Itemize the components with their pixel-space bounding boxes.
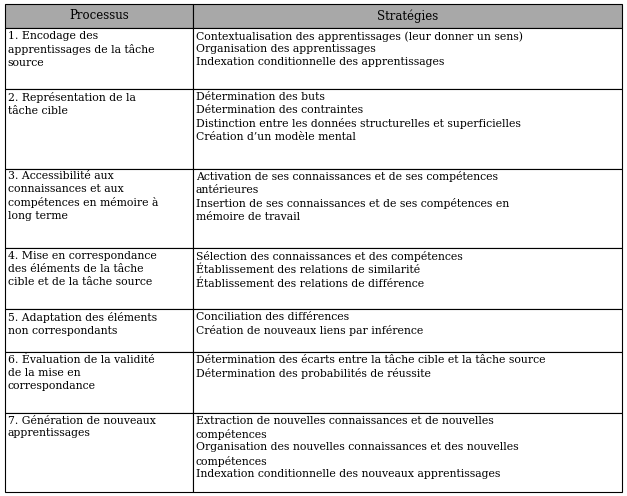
Text: Contextualisation des apprentissages (leur donner un sens)
Organisation des appr: Contextualisation des apprentissages (le… bbox=[196, 31, 523, 67]
Bar bbox=[193, 413, 622, 492]
Bar bbox=[5, 309, 193, 352]
Text: 4. Mise en correspondance
des éléments de la tâche
cible et de la tâche source: 4. Mise en correspondance des éléments d… bbox=[8, 251, 156, 287]
Bar bbox=[193, 352, 622, 413]
Text: 6. Évaluation de la validité
de la mise en
correspondance: 6. Évaluation de la validité de la mise … bbox=[8, 355, 154, 391]
Bar bbox=[193, 309, 622, 352]
Text: Activation de ses connaissances et de ses compétences
antérieures
Insertion de s: Activation de ses connaissances et de se… bbox=[196, 172, 509, 222]
Text: 1. Encodage des
apprentissages de la tâche
source: 1. Encodage des apprentissages de la tâc… bbox=[8, 31, 154, 68]
Bar bbox=[193, 248, 622, 309]
Bar bbox=[5, 352, 193, 413]
Bar bbox=[193, 89, 622, 169]
Bar bbox=[193, 169, 622, 248]
Bar bbox=[5, 169, 193, 248]
Bar bbox=[193, 28, 622, 89]
Bar bbox=[5, 4, 193, 28]
Bar bbox=[5, 413, 193, 492]
Text: 5. Adaptation des éléments
non correspondants: 5. Adaptation des éléments non correspon… bbox=[8, 312, 157, 336]
Bar bbox=[5, 248, 193, 309]
Text: Sélection des connaissances et des compétences
Établissement des relations de si: Sélection des connaissances et des compé… bbox=[196, 251, 463, 289]
Text: Conciliation des différences
Création de nouveaux liens par inférence: Conciliation des différences Création de… bbox=[196, 312, 423, 336]
Bar bbox=[193, 4, 622, 28]
Text: Processus: Processus bbox=[69, 9, 129, 22]
Text: 2. Représentation de la
tâche cible: 2. Représentation de la tâche cible bbox=[8, 92, 135, 116]
Text: 3. Accessibilité aux
connaissances et aux
compétences en mémoire à
long terme: 3. Accessibilité aux connaissances et au… bbox=[8, 172, 158, 221]
Text: Extraction de nouvelles connaissances et de nouvelles
compétences
Organisation d: Extraction de nouvelles connaissances et… bbox=[196, 416, 519, 480]
Bar bbox=[5, 89, 193, 169]
Text: Détermination des buts
Détermination des contraintes
Distinction entre les donné: Détermination des buts Détermination des… bbox=[196, 92, 520, 142]
Text: Détermination des écarts entre la tâche cible et la tâche source
Détermination d: Détermination des écarts entre la tâche … bbox=[196, 355, 545, 378]
Text: Stratégies: Stratégies bbox=[377, 9, 438, 23]
Text: 7. Génération de nouveaux
apprentissages: 7. Génération de nouveaux apprentissages bbox=[8, 416, 155, 438]
Bar bbox=[5, 28, 193, 89]
